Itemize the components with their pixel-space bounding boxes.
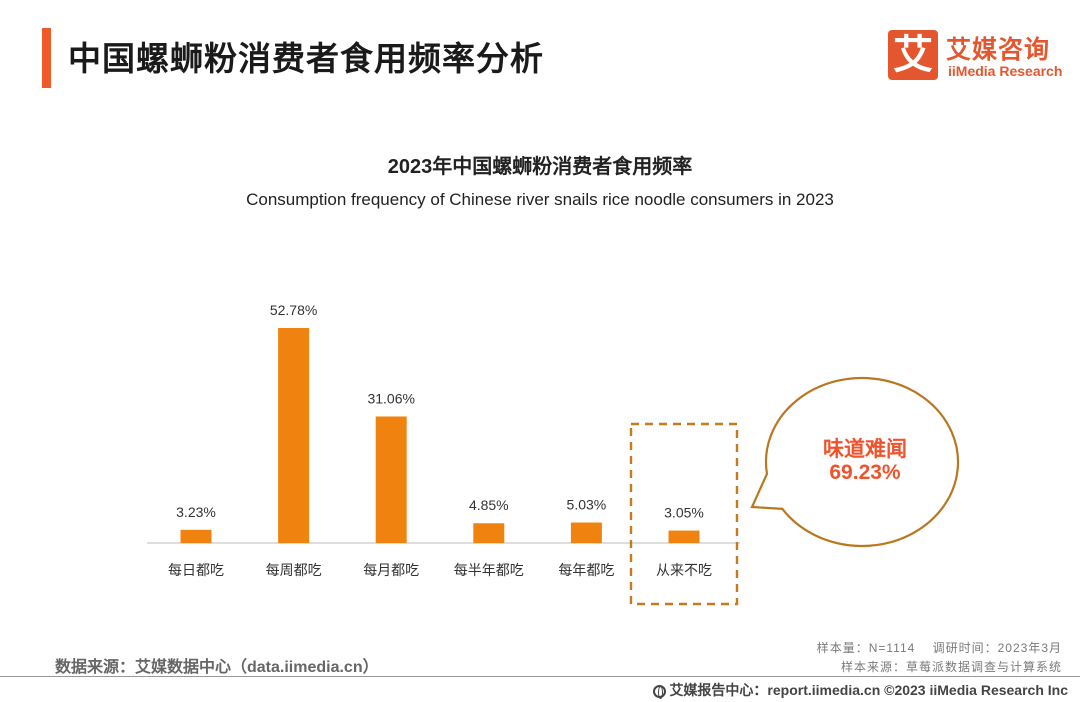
callout-value: 69.23% [829, 461, 901, 484]
copyright-text: 艾媒报告中心：report.iimedia.cn ©2023 iiMedia R… [669, 682, 1068, 698]
bar [473, 523, 505, 543]
value-label: 4.85% [469, 497, 509, 513]
category-label: 每日都吃 [168, 563, 224, 579]
sample-info: 样本量：N=1114 调研时间：2023年3月 [816, 641, 1062, 655]
page-title: 中国螺蛳粉消费者食用频率分析 [68, 40, 544, 77]
bar [570, 522, 602, 543]
data-source: 数据来源：艾媒数据中心（data.iimedia.cn） [55, 659, 379, 676]
value-label: 31.06% [367, 390, 414, 406]
value-label: 3.05% [664, 505, 704, 521]
sample-source: 样本来源：草莓派数据调查与计算系统 [840, 660, 1062, 674]
value-label: 3.23% [176, 504, 216, 520]
bar [375, 416, 407, 543]
category-label: 从来不吃 [656, 563, 712, 579]
copyright-line: 艾媒报告中心：report.iimedia.cn ©2023 iiMedia R… [653, 680, 1068, 700]
callout-bubble [750, 376, 960, 548]
category-label: 每周都吃 [266, 563, 322, 579]
callout-label: 味道难闻 [823, 438, 907, 461]
highlight-box [629, 422, 739, 606]
globe-icon [653, 685, 667, 699]
category-label: 每半年都吃 [454, 563, 524, 579]
value-label: 5.03% [567, 497, 607, 513]
footer-divider [0, 676, 1080, 677]
value-label: 52.78% [270, 302, 317, 318]
category-label: 每月都吃 [363, 563, 419, 579]
bar [278, 328, 310, 543]
iimedia-logo: 艾 艾媒咨询 iiMedia Research [888, 30, 1068, 84]
chart-subtitle: Consumption frequency of Chinese river s… [246, 190, 834, 209]
chart-title: 2023年中国螺蛳粉消费者食用频率 [387, 156, 693, 178]
bar [668, 530, 700, 543]
logo-name-en: iiMedia Research [948, 63, 1063, 79]
logo-badge: 艾 [888, 30, 938, 80]
title-accent-bar [42, 28, 51, 88]
logo-name-cn: 艾媒咨询 [946, 36, 1051, 64]
category-label: 每年都吃 [558, 563, 614, 579]
bar [180, 529, 212, 543]
